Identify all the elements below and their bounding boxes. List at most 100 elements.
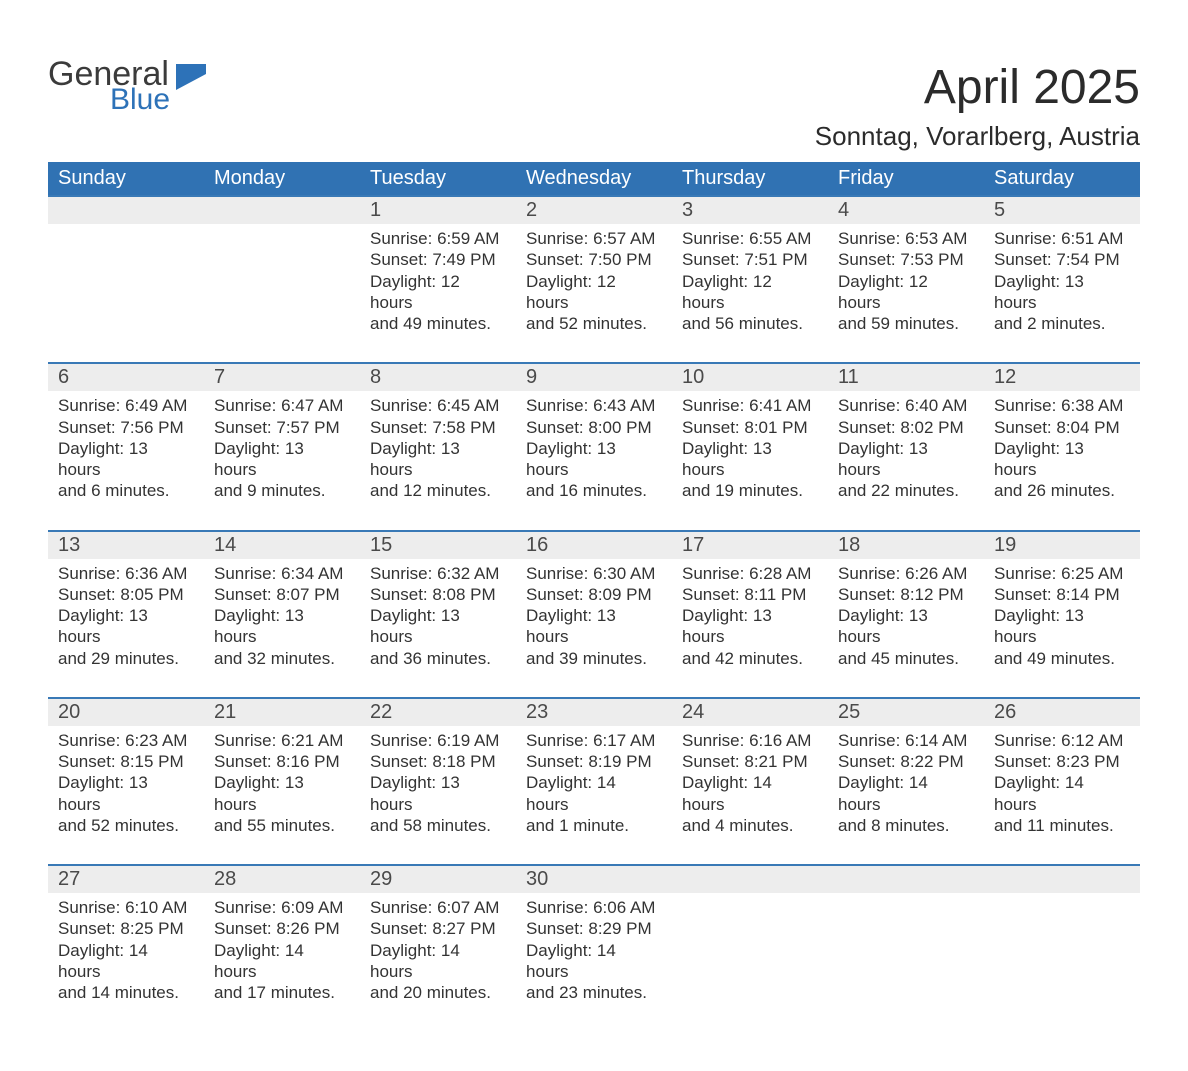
daylight2-text: and 16 minutes. <box>526 480 662 501</box>
sunrise-text: Sunrise: 6:16 AM <box>682 730 818 751</box>
daylight1-text: Daylight: 14 hours <box>58 940 194 983</box>
sunset-text: Sunset: 8:01 PM <box>682 417 818 438</box>
day-number: 17 <box>672 532 828 559</box>
daylight2-text: and 4 minutes. <box>682 815 818 836</box>
week-row: 20212223242526Sunrise: 6:23 AMSunset: 8:… <box>48 697 1140 864</box>
day-cell <box>828 893 984 1031</box>
daylight2-text: and 12 minutes. <box>370 480 506 501</box>
sunrise-text: Sunrise: 6:09 AM <box>214 897 350 918</box>
sunrise-text: Sunrise: 6:57 AM <box>526 228 662 249</box>
logo-word-blue: Blue <box>48 86 170 115</box>
day-cell: Sunrise: 6:09 AMSunset: 8:26 PMDaylight:… <box>204 893 360 1031</box>
daylight1-text: Daylight: 13 hours <box>214 438 350 481</box>
sunrise-text: Sunrise: 6:19 AM <box>370 730 506 751</box>
daylight2-text: and 23 minutes. <box>526 982 662 1003</box>
sunrise-text: Sunrise: 6:28 AM <box>682 563 818 584</box>
daylight2-text: and 42 minutes. <box>682 648 818 669</box>
sunset-text: Sunset: 8:23 PM <box>994 751 1130 772</box>
daylight1-text: Daylight: 13 hours <box>58 772 194 815</box>
daylight1-text: Daylight: 14 hours <box>526 940 662 983</box>
daylight2-text: and 45 minutes. <box>838 648 974 669</box>
daylight1-text: Daylight: 13 hours <box>682 605 818 648</box>
day-cell: Sunrise: 6:28 AMSunset: 8:11 PMDaylight:… <box>672 559 828 697</box>
date-bar: 20212223242526 <box>48 699 1140 726</box>
daylight1-text: Daylight: 14 hours <box>526 772 662 815</box>
daylight1-text: Daylight: 13 hours <box>994 438 1130 481</box>
sunrise-text: Sunrise: 6:45 AM <box>370 395 506 416</box>
sunrise-text: Sunrise: 6:51 AM <box>994 228 1130 249</box>
sunset-text: Sunset: 7:56 PM <box>58 417 194 438</box>
day-cell: Sunrise: 6:38 AMSunset: 8:04 PMDaylight:… <box>984 391 1140 529</box>
sunrise-text: Sunrise: 6:49 AM <box>58 395 194 416</box>
weeks-container: 12345Sunrise: 6:59 AMSunset: 7:49 PMDayl… <box>48 195 1140 1031</box>
daylight1-text: Daylight: 13 hours <box>526 605 662 648</box>
sunset-text: Sunset: 8:26 PM <box>214 918 350 939</box>
sunset-text: Sunset: 8:04 PM <box>994 417 1130 438</box>
sunset-text: Sunset: 8:16 PM <box>214 751 350 772</box>
day-cell <box>204 224 360 362</box>
sunrise-text: Sunrise: 6:17 AM <box>526 730 662 751</box>
daylight2-text: and 9 minutes. <box>214 480 350 501</box>
week-bodies: Sunrise: 6:10 AMSunset: 8:25 PMDaylight:… <box>48 893 1140 1031</box>
sunset-text: Sunset: 8:29 PM <box>526 918 662 939</box>
day-number: 25 <box>828 699 984 726</box>
day-cell: Sunrise: 6:25 AMSunset: 8:14 PMDaylight:… <box>984 559 1140 697</box>
daylight1-text: Daylight: 13 hours <box>994 605 1130 648</box>
daylight1-text: Daylight: 13 hours <box>214 605 350 648</box>
sunrise-text: Sunrise: 6:55 AM <box>682 228 818 249</box>
sunset-text: Sunset: 8:22 PM <box>838 751 974 772</box>
dayname-fri: Friday <box>828 162 984 195</box>
day-cell: Sunrise: 6:45 AMSunset: 7:58 PMDaylight:… <box>360 391 516 529</box>
week-row: 27282930Sunrise: 6:10 AMSunset: 8:25 PMD… <box>48 864 1140 1031</box>
day-number: 1 <box>360 197 516 224</box>
daylight1-text: Daylight: 13 hours <box>214 772 350 815</box>
day-cell: Sunrise: 6:16 AMSunset: 8:21 PMDaylight:… <box>672 726 828 864</box>
day-cell: Sunrise: 6:17 AMSunset: 8:19 PMDaylight:… <box>516 726 672 864</box>
day-cell: Sunrise: 6:30 AMSunset: 8:09 PMDaylight:… <box>516 559 672 697</box>
daylight1-text: Daylight: 12 hours <box>370 271 506 314</box>
daylight1-text: Daylight: 13 hours <box>370 605 506 648</box>
day-cell: Sunrise: 6:40 AMSunset: 8:02 PMDaylight:… <box>828 391 984 529</box>
day-cell: Sunrise: 6:21 AMSunset: 8:16 PMDaylight:… <box>204 726 360 864</box>
daylight2-text: and 26 minutes. <box>994 480 1130 501</box>
day-number <box>828 866 984 893</box>
sunset-text: Sunset: 7:50 PM <box>526 249 662 270</box>
day-number: 21 <box>204 699 360 726</box>
daylight2-text: and 52 minutes. <box>58 815 194 836</box>
sunset-text: Sunset: 7:54 PM <box>994 249 1130 270</box>
day-number: 15 <box>360 532 516 559</box>
date-bar: 6789101112 <box>48 364 1140 391</box>
day-cell: Sunrise: 6:55 AMSunset: 7:51 PMDaylight:… <box>672 224 828 362</box>
sunset-text: Sunset: 7:51 PM <box>682 249 818 270</box>
day-number: 26 <box>984 699 1140 726</box>
sunset-text: Sunset: 7:57 PM <box>214 417 350 438</box>
daylight1-text: Daylight: 14 hours <box>214 940 350 983</box>
sunset-text: Sunset: 8:11 PM <box>682 584 818 605</box>
daylight2-text: and 49 minutes. <box>370 313 506 334</box>
day-number: 12 <box>984 364 1140 391</box>
day-number: 2 <box>516 197 672 224</box>
day-cell: Sunrise: 6:47 AMSunset: 7:57 PMDaylight:… <box>204 391 360 529</box>
day-cell: Sunrise: 6:34 AMSunset: 8:07 PMDaylight:… <box>204 559 360 697</box>
daylight1-text: Daylight: 12 hours <box>526 271 662 314</box>
date-bar: 13141516171819 <box>48 532 1140 559</box>
day-number <box>204 197 360 224</box>
daylight1-text: Daylight: 13 hours <box>838 438 974 481</box>
logo: General Blue <box>48 20 206 115</box>
sunrise-text: Sunrise: 6:32 AM <box>370 563 506 584</box>
daylight2-text: and 29 minutes. <box>58 648 194 669</box>
date-bar: 12345 <box>48 197 1140 224</box>
day-number: 30 <box>516 866 672 893</box>
daylight2-text: and 52 minutes. <box>526 313 662 334</box>
dayname-sat: Saturday <box>984 162 1140 195</box>
daylight2-text: and 8 minutes. <box>838 815 974 836</box>
day-cell: Sunrise: 6:36 AMSunset: 8:05 PMDaylight:… <box>48 559 204 697</box>
daylight2-text: and 58 minutes. <box>370 815 506 836</box>
day-cell <box>672 893 828 1031</box>
day-cell: Sunrise: 6:10 AMSunset: 8:25 PMDaylight:… <box>48 893 204 1031</box>
daylight2-text: and 1 minute. <box>526 815 662 836</box>
day-number: 22 <box>360 699 516 726</box>
daylight1-text: Daylight: 13 hours <box>838 605 974 648</box>
date-bar: 27282930 <box>48 866 1140 893</box>
daylight1-text: Daylight: 14 hours <box>370 940 506 983</box>
